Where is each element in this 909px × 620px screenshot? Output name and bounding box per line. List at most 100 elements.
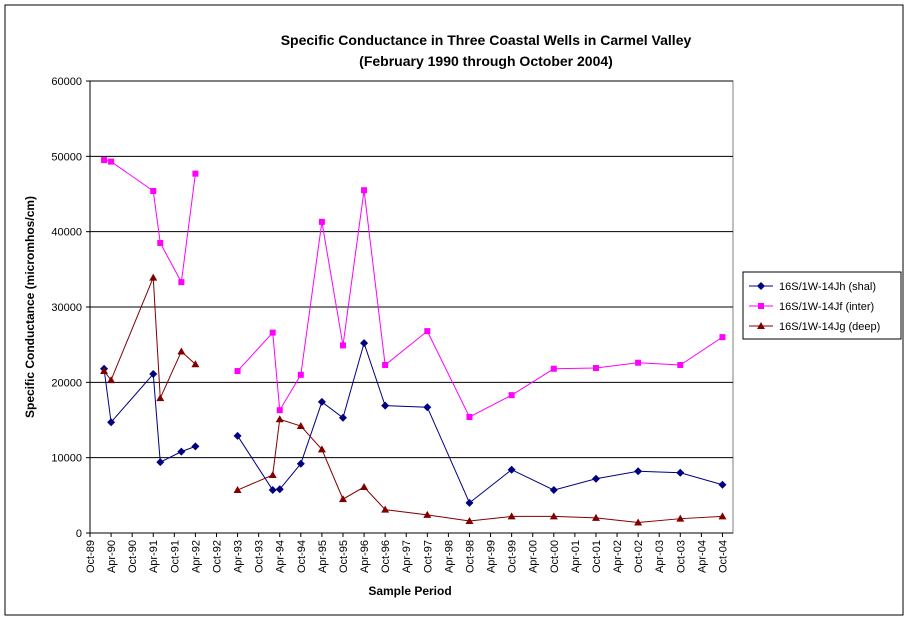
x-tick-label: Oct-96: [380, 540, 392, 573]
y-tick-label: 50000: [51, 151, 82, 163]
point: [275, 415, 284, 423]
x-tick-label: Oct-97: [422, 540, 434, 573]
x-tick-label: Apr-03: [654, 540, 666, 573]
x-tick-label: Apr-98: [443, 540, 455, 573]
point: [381, 401, 390, 410]
point: [549, 512, 558, 520]
point: [381, 505, 390, 513]
point: [296, 422, 305, 430]
x-tick-label: Apr-00: [528, 540, 540, 573]
point: [549, 486, 558, 495]
point: [757, 322, 765, 329]
point: [718, 480, 727, 489]
x-axis-title: Sample Period: [368, 584, 451, 598]
point: [233, 431, 242, 440]
x-tick-label: Oct-89: [85, 540, 97, 573]
point: [757, 282, 765, 290]
point: [634, 467, 643, 476]
point: [465, 516, 474, 524]
point: [550, 365, 557, 372]
point: [360, 483, 369, 491]
x-tick-label: Apr-01: [570, 540, 582, 573]
point: [149, 370, 158, 379]
point: [466, 413, 473, 420]
series-line: [237, 341, 723, 504]
x-tick-label: Apr-99: [486, 540, 498, 573]
point: [149, 273, 158, 281]
x-tick-label: Apr-95: [317, 540, 329, 573]
x-tick-label: Apr-02: [612, 540, 624, 573]
x-tick-label: Apr-90: [106, 540, 118, 573]
point: [507, 512, 516, 520]
point: [360, 339, 369, 348]
legend-label: 16S/1W-14Jf (inter): [779, 301, 874, 313]
x-tick-label: Oct-90: [127, 540, 139, 573]
x-tick-label: Oct-93: [254, 540, 266, 573]
point: [718, 512, 727, 520]
y-tick-label: 10000: [51, 453, 82, 465]
point: [156, 394, 165, 402]
point: [423, 403, 432, 412]
point: [758, 303, 764, 309]
legend-label: 16S/1W-14Jg (deep): [779, 321, 880, 333]
x-tick-label: Oct-00: [549, 540, 561, 573]
y-axis-title: Specific Conductance (micromhos/cm): [23, 196, 37, 418]
x-tick-label: Oct-02: [633, 540, 645, 573]
x-tick-label: Apr-92: [190, 540, 202, 573]
point: [157, 239, 164, 246]
x-tick-label: Oct-04: [717, 540, 729, 573]
point: [424, 328, 431, 335]
point: [591, 474, 600, 483]
point: [719, 334, 726, 341]
point: [507, 465, 516, 474]
x-tick-label: Oct-91: [169, 540, 181, 573]
series-line: [237, 190, 723, 418]
point: [317, 445, 326, 453]
point: [361, 187, 368, 194]
chart-subtitle: (February 1990 through October 2004): [359, 53, 613, 69]
point: [177, 347, 186, 355]
point: [339, 342, 346, 349]
point: [107, 376, 116, 384]
chart-title: Specific Conductance in Three Coastal We…: [281, 32, 692, 48]
x-tick-label: Oct-98: [464, 540, 476, 573]
point: [465, 498, 474, 507]
point: [150, 187, 157, 194]
point: [423, 510, 432, 518]
point: [108, 158, 115, 165]
point: [192, 170, 199, 177]
point: [591, 513, 600, 521]
y-tick-label: 0: [76, 528, 82, 540]
x-tick-label: Apr-91: [148, 540, 160, 573]
point: [676, 468, 685, 477]
point: [191, 360, 200, 368]
point: [177, 447, 186, 456]
point: [233, 486, 242, 494]
point: [592, 365, 599, 372]
x-tick-label: Apr-93: [233, 540, 245, 573]
y-tick-label: 30000: [51, 302, 82, 314]
x-tick-label: Apr-96: [359, 540, 371, 573]
point: [276, 407, 283, 414]
point: [178, 279, 185, 286]
point: [318, 218, 325, 225]
point: [338, 413, 347, 422]
point: [634, 518, 643, 526]
point: [100, 367, 109, 375]
point: [677, 362, 684, 369]
y-tick-label: 20000: [51, 377, 82, 389]
point: [296, 459, 305, 468]
x-tick-label: Apr-94: [275, 540, 287, 573]
point: [382, 362, 389, 369]
point: [268, 470, 277, 478]
legend-label: 16S/1W-14Jh (shal): [779, 281, 876, 293]
point: [268, 486, 277, 495]
y-tick-label: 40000: [51, 227, 82, 239]
series-line: [237, 418, 723, 523]
point: [156, 458, 165, 467]
x-tick-label: Oct-92: [211, 540, 223, 573]
point: [317, 397, 326, 406]
point: [107, 418, 116, 427]
x-tick-label: Apr-04: [696, 540, 708, 573]
